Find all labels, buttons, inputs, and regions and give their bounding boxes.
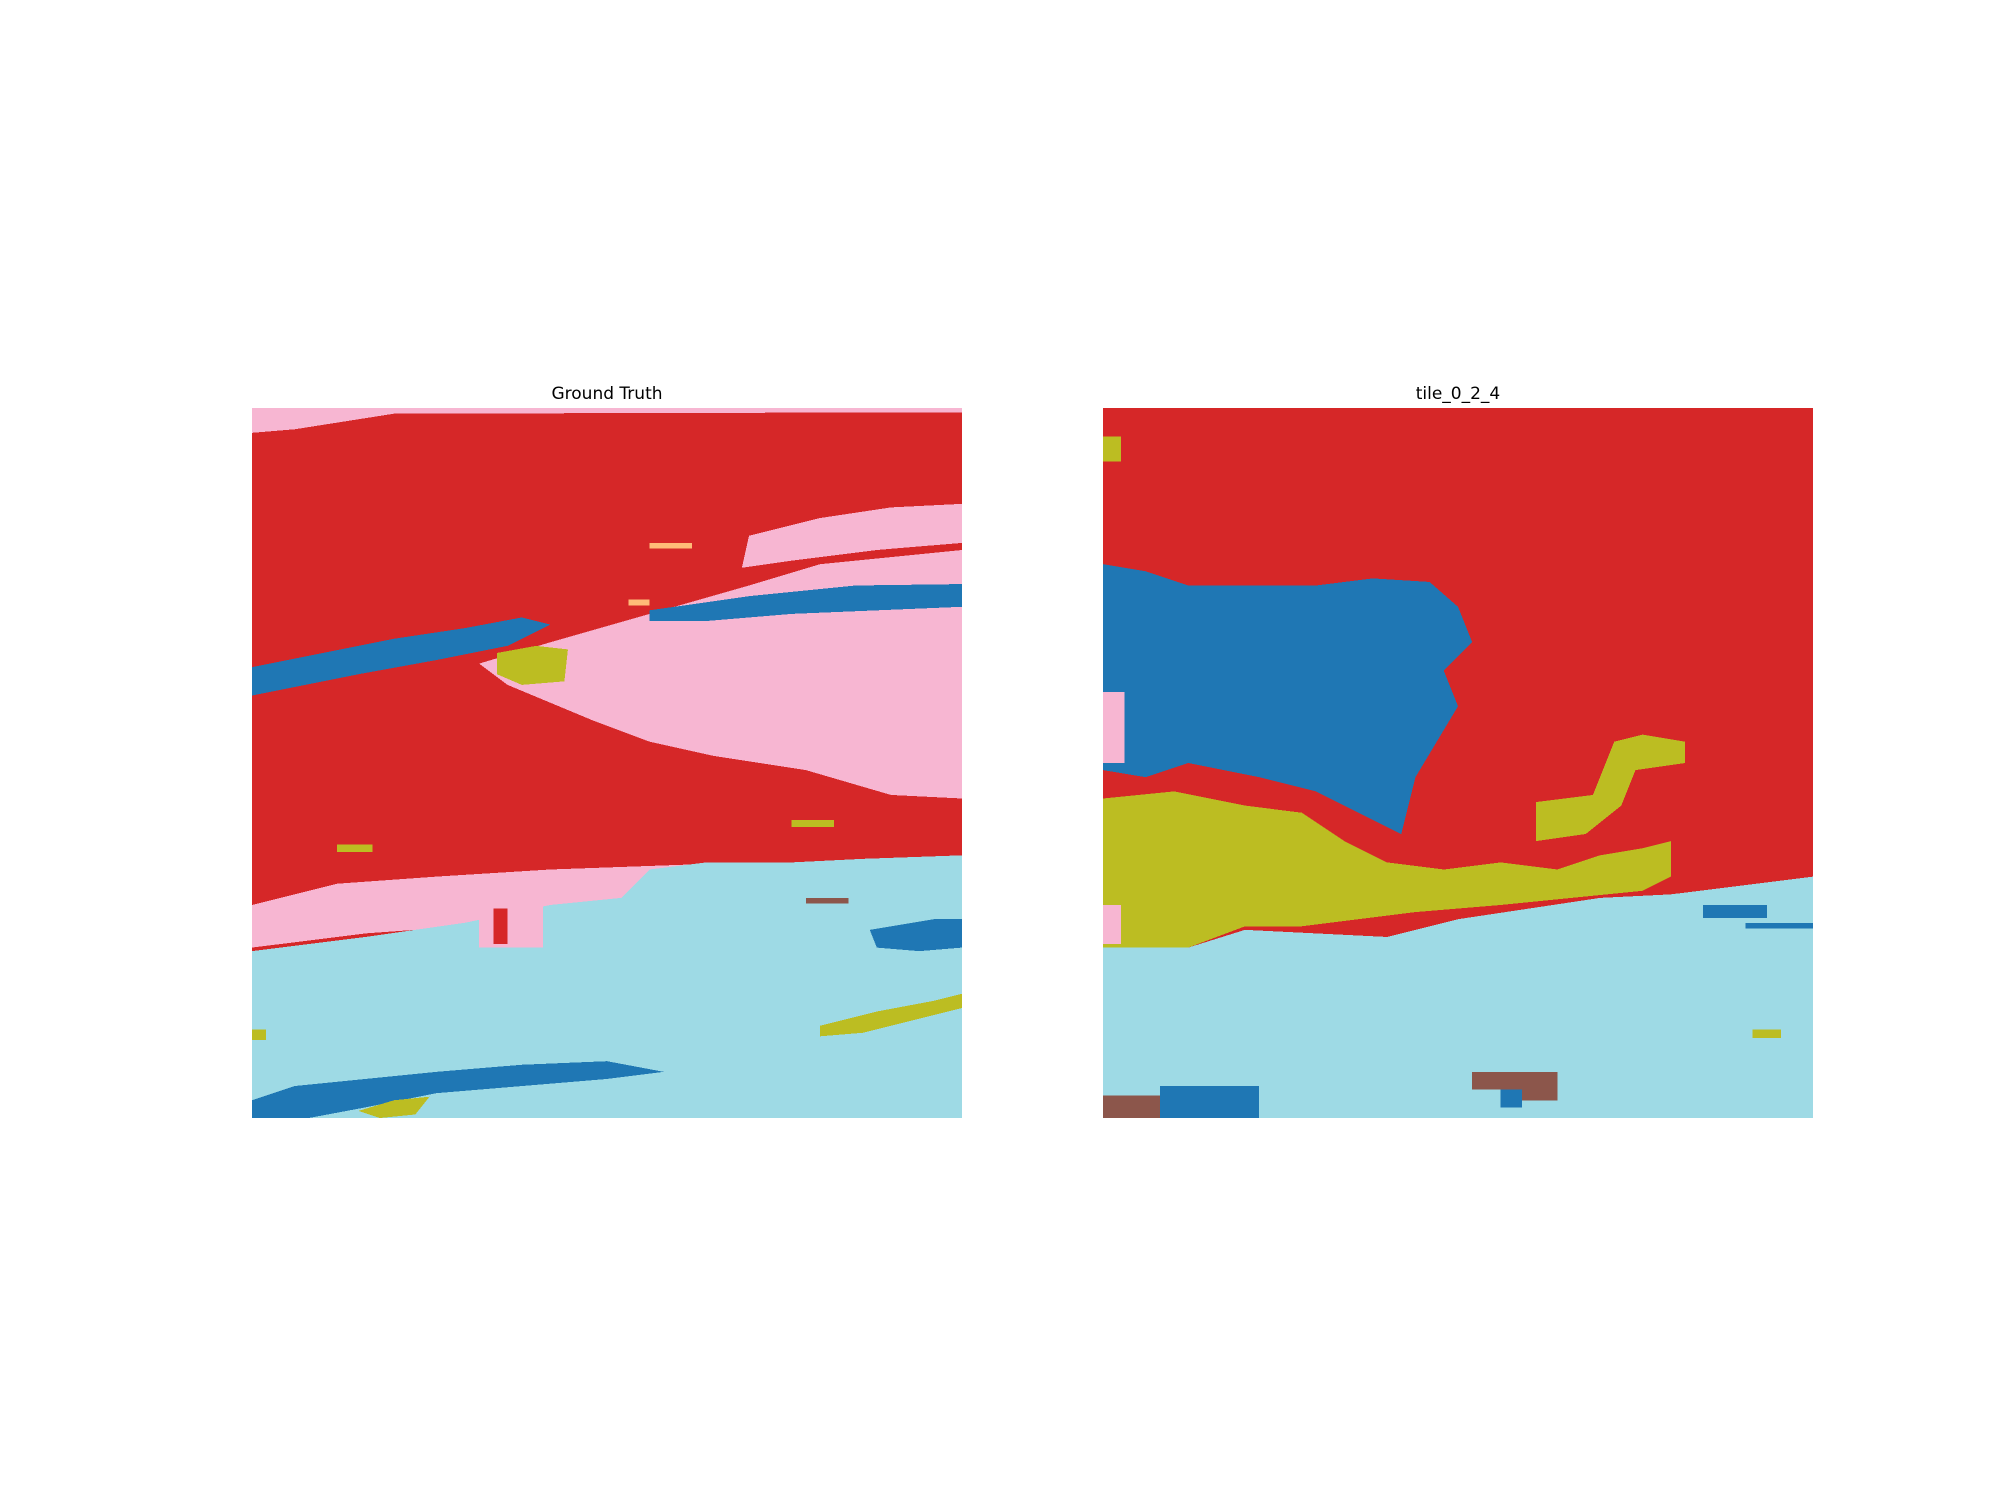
gt-speck-olive-3 bbox=[252, 1029, 267, 1040]
gt-speck-brown bbox=[805, 897, 849, 904]
gt-region-blue-streak-right bbox=[869, 919, 962, 952]
pred-region-blue-streak-2 bbox=[1745, 922, 1813, 929]
prediction-title: tile_0_2_4 bbox=[1415, 384, 1501, 404]
pred-region-pink-lower-left bbox=[1103, 905, 1121, 945]
gt-speck-olive-2 bbox=[337, 844, 373, 852]
gt-region-red-arch bbox=[493, 908, 508, 945]
gt-speck-peach-1 bbox=[649, 542, 693, 549]
gt-region-blue-band bbox=[252, 617, 551, 696]
prediction-panel: tile_0_2_4 bbox=[1103, 382, 1813, 1118]
prediction-map bbox=[1103, 408, 1813, 1118]
gt-speck-olive-1 bbox=[791, 819, 835, 827]
pred-region-olive-streak-right bbox=[1752, 1029, 1782, 1038]
pred-region-blue-streak-1 bbox=[1702, 905, 1767, 918]
pred-region-brown-center bbox=[1472, 1071, 1558, 1101]
gt-region-blue-bottom-left bbox=[252, 1061, 664, 1118]
gt-region-olive-cluster bbox=[496, 645, 568, 685]
pred-speck-olive-top-left bbox=[1103, 436, 1121, 462]
gt-region-lightblue-bottom bbox=[252, 855, 962, 1118]
pred-region-olive-band bbox=[1103, 791, 1671, 948]
ground-truth-title: Ground Truth bbox=[551, 384, 663, 404]
gt-region-pink-arch bbox=[479, 905, 544, 948]
gt-region-pink-upper-right bbox=[741, 503, 962, 568]
ground-truth-map bbox=[252, 408, 962, 1118]
gt-region-olive-streak-right bbox=[820, 993, 962, 1037]
gt-region-pink-top bbox=[252, 408, 962, 433]
pred-region-pink-left bbox=[1103, 692, 1125, 763]
pred-region-blue-mass bbox=[1103, 564, 1473, 834]
gt-speck-peach-2 bbox=[628, 599, 650, 606]
gt-region-blue-band-right bbox=[649, 584, 962, 621]
pred-region-lightblue-bottom bbox=[1103, 876, 1813, 1118]
gt-region-olive-bottom-left bbox=[358, 1096, 430, 1118]
pred-region-blue-bottom-left bbox=[1159, 1086, 1260, 1118]
gt-region-pink-center bbox=[479, 550, 962, 799]
ground-truth-panel: Ground Truth bbox=[252, 382, 962, 1118]
pred-region-blue-center-speck bbox=[1500, 1089, 1522, 1108]
pred-region-olive-right bbox=[1536, 734, 1686, 842]
